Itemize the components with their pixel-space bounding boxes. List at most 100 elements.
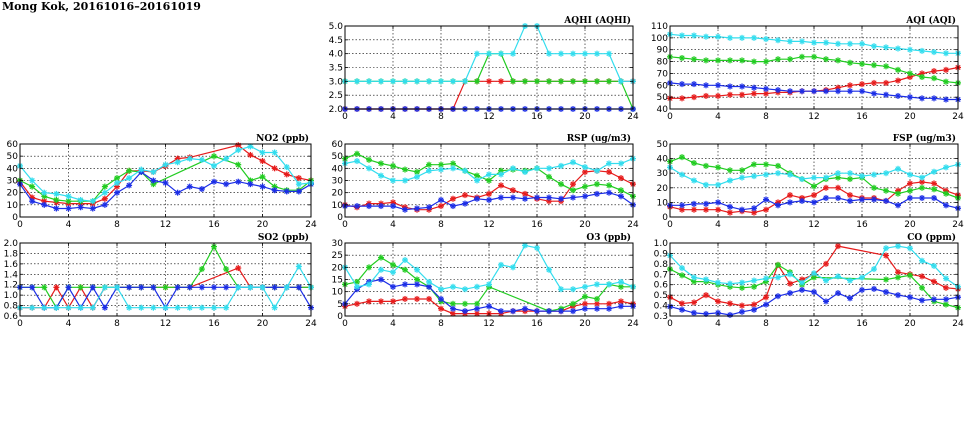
- data-point: [41, 304, 48, 311]
- data-point: [859, 40, 865, 47]
- data-point: [594, 78, 600, 85]
- x-tick-label: 4: [390, 220, 396, 230]
- data-point: [486, 171, 492, 178]
- data-point: [354, 283, 360, 290]
- x-tick-label: 4: [715, 112, 721, 122]
- data-point: [174, 304, 181, 311]
- data-point: [679, 206, 685, 213]
- data-point: [65, 205, 72, 212]
- data-point: [174, 159, 181, 166]
- data-point: [618, 175, 624, 182]
- data-point: [606, 305, 612, 312]
- data-point: [943, 50, 949, 57]
- chart-rsp: 0 4 8 12 16 20 24 0 10 20 30 40 50 60 RSP (ug/m3): [332, 133, 639, 230]
- data-point: [606, 160, 612, 167]
- data-point: [751, 301, 757, 308]
- data-point: [462, 308, 468, 315]
- data-point: [450, 165, 456, 172]
- chart-title: CO (ppm): [907, 232, 956, 243]
- y-tick-label: 1.8: [4, 249, 19, 259]
- data-point: [618, 303, 624, 310]
- data-point: [223, 181, 230, 188]
- data-point: [606, 189, 612, 196]
- series-cyan: [667, 31, 961, 57]
- data-point: [53, 205, 60, 212]
- data-point: [570, 308, 576, 315]
- data-point: [606, 50, 612, 57]
- x-tick-label: 24: [305, 220, 317, 230]
- data-point: [679, 265, 685, 272]
- data-point: [438, 295, 444, 302]
- data-point: [871, 196, 877, 203]
- data-point: [787, 290, 793, 297]
- data-point: [534, 244, 540, 251]
- y-tick-label: 2.0: [329, 105, 344, 115]
- data-point: [594, 50, 600, 57]
- data-point: [402, 206, 408, 213]
- x-tick-label: 0: [342, 112, 348, 122]
- data-point: [378, 254, 384, 261]
- data-point: [691, 200, 697, 207]
- data-point: [283, 164, 290, 171]
- data-point: [582, 50, 588, 57]
- data-point: [546, 194, 552, 201]
- data-point: [787, 199, 793, 206]
- data-point: [727, 177, 733, 184]
- data-point: [679, 300, 685, 307]
- data-point: [727, 167, 733, 174]
- x-tick-label: 12: [483, 220, 494, 230]
- x-tick-label: 12: [160, 220, 171, 230]
- data-point: [691, 299, 697, 306]
- data-point: [510, 165, 516, 172]
- x-tick-label: 0: [667, 319, 673, 329]
- data-point: [823, 39, 829, 46]
- data-point: [703, 162, 709, 169]
- chart-title: AQI (AQI): [905, 15, 956, 26]
- data-point: [691, 32, 697, 39]
- data-point: [546, 50, 552, 57]
- x-tick-label: 4: [66, 319, 72, 329]
- data-point: [462, 200, 468, 207]
- series-cyan: [342, 242, 636, 293]
- data-point: [606, 281, 612, 288]
- data-point: [775, 87, 781, 94]
- data-point: [907, 294, 913, 301]
- data-point: [763, 294, 769, 301]
- data-point: [859, 173, 865, 180]
- data-point: [101, 284, 108, 291]
- data-point: [162, 179, 169, 186]
- data-point: [943, 202, 949, 209]
- data-point: [402, 295, 408, 302]
- y-tick-label: 1.4: [4, 270, 19, 280]
- data-point: [223, 284, 230, 291]
- data-point: [186, 155, 193, 162]
- data-point: [883, 44, 889, 51]
- data-point: [835, 184, 841, 191]
- data-point: [811, 270, 817, 277]
- y-tick-label: 10: [657, 198, 669, 208]
- data-point: [77, 204, 84, 211]
- data-point: [198, 156, 205, 163]
- y-tick-label: 30: [332, 177, 344, 187]
- data-point: [126, 304, 133, 311]
- y-tick-label: 1.2: [4, 281, 18, 291]
- x-tick-label: 20: [579, 112, 591, 122]
- x-tick-label: 20: [904, 112, 916, 122]
- x-tick-label: 20: [579, 319, 591, 329]
- data-point: [510, 308, 516, 315]
- data-point: [775, 293, 781, 300]
- data-point: [679, 171, 685, 178]
- data-point: [390, 298, 396, 305]
- y-tick-label: 110: [651, 22, 668, 32]
- data-point: [715, 92, 721, 99]
- data-point: [295, 284, 302, 291]
- data-point: [101, 201, 108, 208]
- data-point: [907, 272, 913, 279]
- x-tick-label: 24: [627, 220, 639, 230]
- data-point: [799, 286, 805, 293]
- x-tick-label: 8: [114, 319, 120, 329]
- y-tick-label: 20: [332, 263, 344, 273]
- x-tick-label: 20: [904, 220, 916, 230]
- data-point: [931, 95, 937, 102]
- data-point: [235, 178, 242, 185]
